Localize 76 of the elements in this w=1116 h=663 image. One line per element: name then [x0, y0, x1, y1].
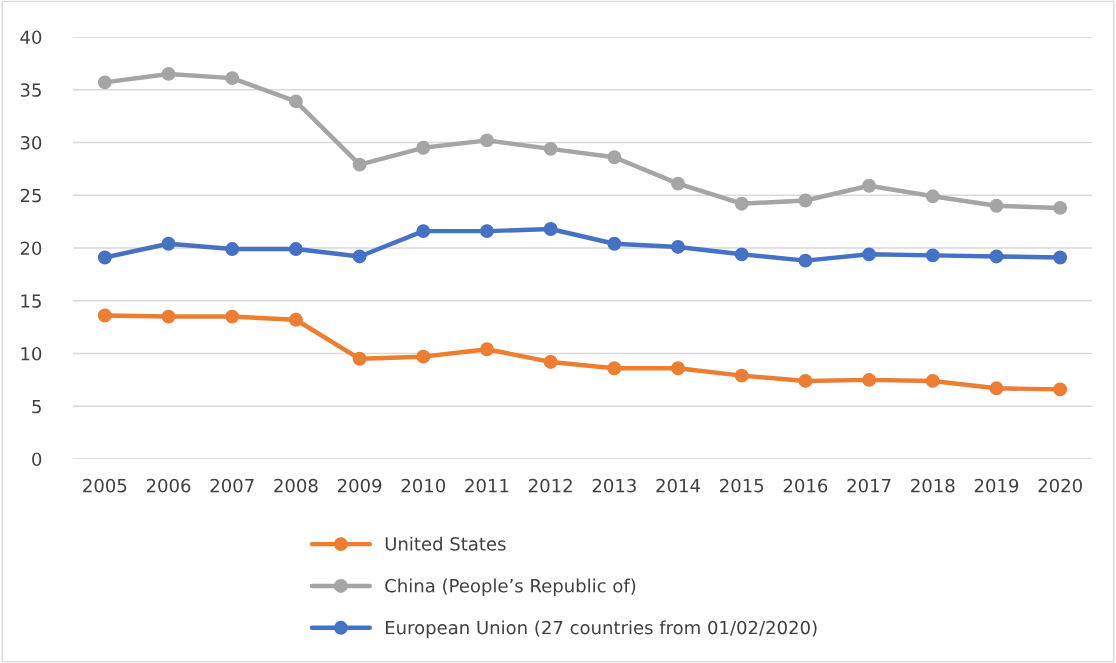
y-tick-label: 40: [20, 30, 42, 45]
y-tick-label: 0: [32, 452, 42, 467]
point: [671, 176, 685, 191]
point: [416, 224, 431, 239]
point: [543, 354, 558, 369]
point: [97, 75, 112, 90]
y-tick-label: 10: [21, 346, 42, 361]
point: [734, 247, 749, 262]
point: [288, 94, 303, 109]
point: [671, 239, 685, 254]
point: [225, 242, 240, 257]
point: [97, 308, 112, 323]
point: [925, 248, 940, 263]
x-tick-label: 2016: [783, 478, 828, 493]
point: [1053, 200, 1068, 215]
point: [352, 249, 367, 264]
x-tick-label: 2011: [465, 478, 509, 493]
point: [989, 381, 1004, 396]
point: [989, 249, 1004, 264]
point: [1053, 382, 1068, 397]
point: [925, 189, 940, 204]
x-tick-label: 2015: [720, 478, 764, 493]
point: [416, 349, 431, 364]
point: [989, 198, 1004, 213]
point: [607, 236, 622, 251]
legend-label: China (People’s Republic of): [385, 578, 636, 597]
point: [288, 312, 303, 327]
point: [352, 351, 367, 366]
legend-label: United States: [385, 536, 506, 551]
point: [798, 373, 813, 388]
point: [288, 242, 303, 257]
y-tick-label: 25: [20, 188, 41, 203]
x-tick-label: 2013: [592, 478, 636, 493]
point: [225, 309, 240, 324]
point: [480, 224, 494, 239]
x-tick-label: 2005: [83, 478, 127, 493]
point: [480, 342, 494, 357]
y-tick-label: 15: [21, 294, 41, 308]
x-tick-label: 2014: [656, 478, 700, 493]
point: [352, 157, 367, 172]
point: [480, 133, 494, 148]
legend-label: European Union (27 countries from 01/02/2020): [385, 620, 817, 638]
point: [862, 178, 877, 193]
point: [607, 150, 622, 165]
x-tick-label: 2006: [146, 478, 191, 493]
x-tick-label: 2007: [210, 478, 254, 493]
x-tick-label: 2017: [847, 478, 891, 493]
y-tick-label: 5: [32, 399, 41, 414]
point: [862, 247, 877, 262]
point: [671, 361, 685, 376]
x-tick-label: 2019: [974, 478, 1019, 493]
point: [543, 222, 558, 236]
y-tick-label: 35: [20, 83, 41, 97]
point: [225, 71, 240, 86]
x-tick-label: 2012: [529, 478, 572, 493]
point: [1053, 250, 1068, 265]
point: [97, 250, 112, 265]
point: [416, 140, 431, 155]
y-tick-label: 30: [20, 135, 42, 150]
point: [798, 253, 813, 268]
x-tick-label: 2010: [401, 478, 446, 493]
point: [925, 373, 940, 388]
point: [161, 236, 176, 251]
point: [798, 193, 813, 208]
point: [607, 361, 622, 376]
point: [543, 141, 558, 156]
y-tick-label: 20: [20, 241, 42, 256]
x-tick-label: 2009: [337, 478, 382, 493]
point: [161, 309, 176, 324]
x-tick-label: 2018: [911, 478, 955, 493]
point: [734, 368, 749, 383]
point: [734, 196, 749, 211]
x-tick-label: 2020: [1038, 478, 1082, 493]
point: [862, 372, 877, 387]
x-tick-label: 2008: [274, 478, 318, 493]
point: [161, 66, 176, 81]
